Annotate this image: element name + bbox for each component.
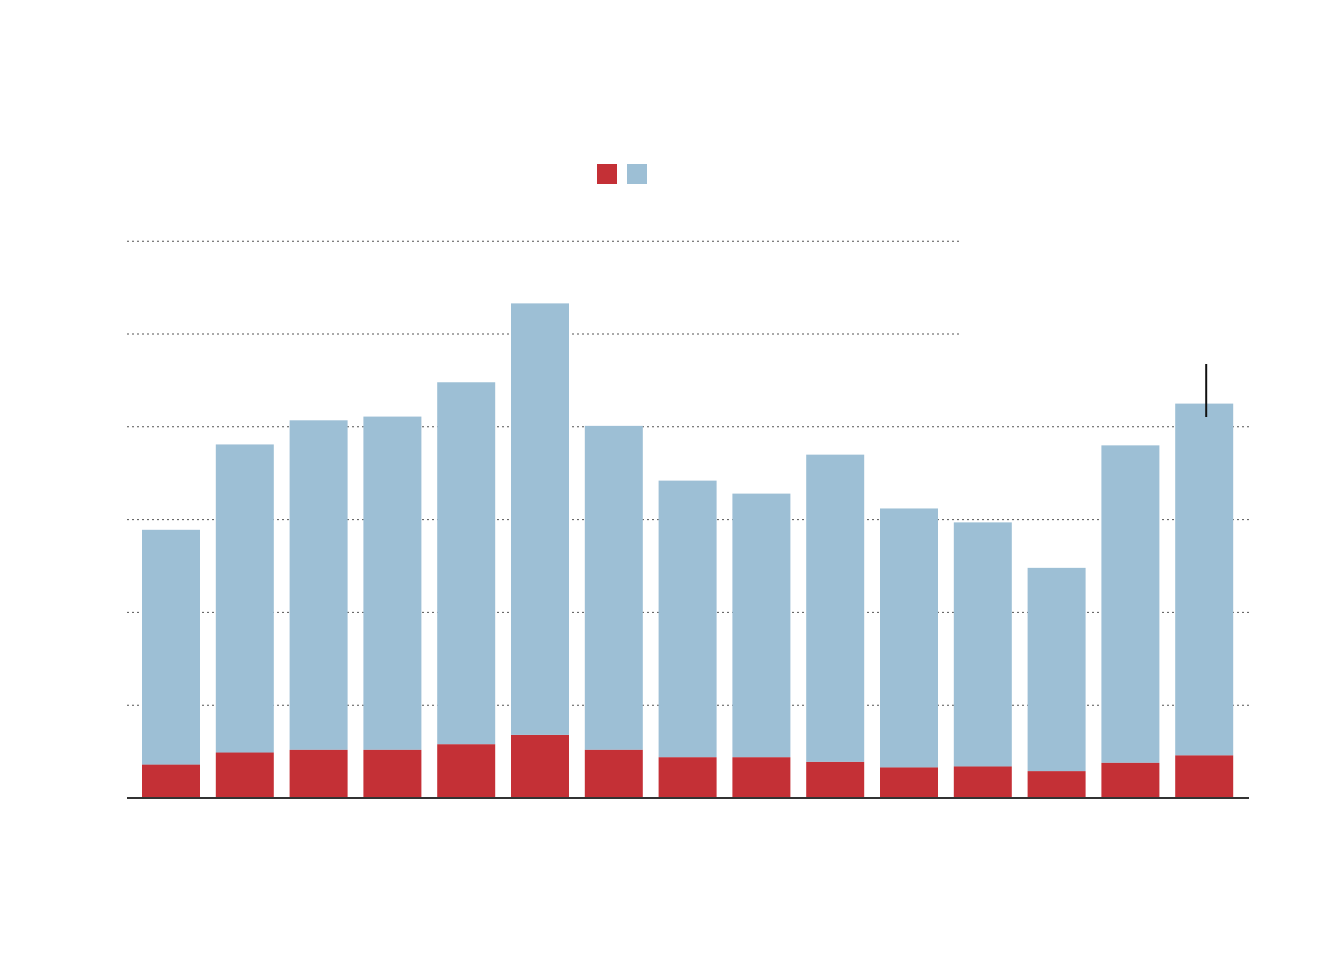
bar-3-series-0 xyxy=(363,749,422,798)
bar-2-series-1 xyxy=(289,420,348,750)
bar-2-series-0 xyxy=(289,749,348,798)
bar-13-series-1 xyxy=(1101,445,1160,763)
bar-14-series-0 xyxy=(1175,755,1234,798)
bar-11-series-0 xyxy=(953,766,1012,798)
bar-6-series-1 xyxy=(584,425,643,750)
bar-1-series-1 xyxy=(215,444,274,753)
bar-9-series-1 xyxy=(806,454,865,762)
bar-8-series-1 xyxy=(732,493,791,758)
bar-0-series-1 xyxy=(142,529,200,765)
bar-4-series-0 xyxy=(437,744,496,798)
legend xyxy=(597,164,647,184)
bar-10-series-1 xyxy=(880,508,938,768)
bar-1-series-0 xyxy=(215,752,274,798)
bar-11-series-1 xyxy=(953,522,1012,767)
bar-4-series-1 xyxy=(437,382,496,745)
bar-14-series-1 xyxy=(1175,403,1234,756)
bar-6-series-0 xyxy=(584,749,643,798)
bar-9-series-0 xyxy=(806,761,865,798)
bar-13-series-0 xyxy=(1101,762,1160,798)
bar-8-series-0 xyxy=(732,757,791,798)
bar-3-series-1 xyxy=(363,416,422,750)
bars xyxy=(142,303,1234,798)
bar-0-series-0 xyxy=(142,764,200,798)
legend-swatch-1 xyxy=(627,164,647,184)
bar-12-series-0 xyxy=(1027,771,1086,798)
bar-5-series-1 xyxy=(511,303,569,735)
bar-12-series-1 xyxy=(1027,567,1086,772)
legend-swatch-0 xyxy=(597,164,617,184)
bar-7-series-1 xyxy=(658,480,717,758)
bar-7-series-0 xyxy=(658,757,717,798)
bar-5-series-0 xyxy=(511,734,569,798)
bar-10-series-0 xyxy=(880,767,938,798)
